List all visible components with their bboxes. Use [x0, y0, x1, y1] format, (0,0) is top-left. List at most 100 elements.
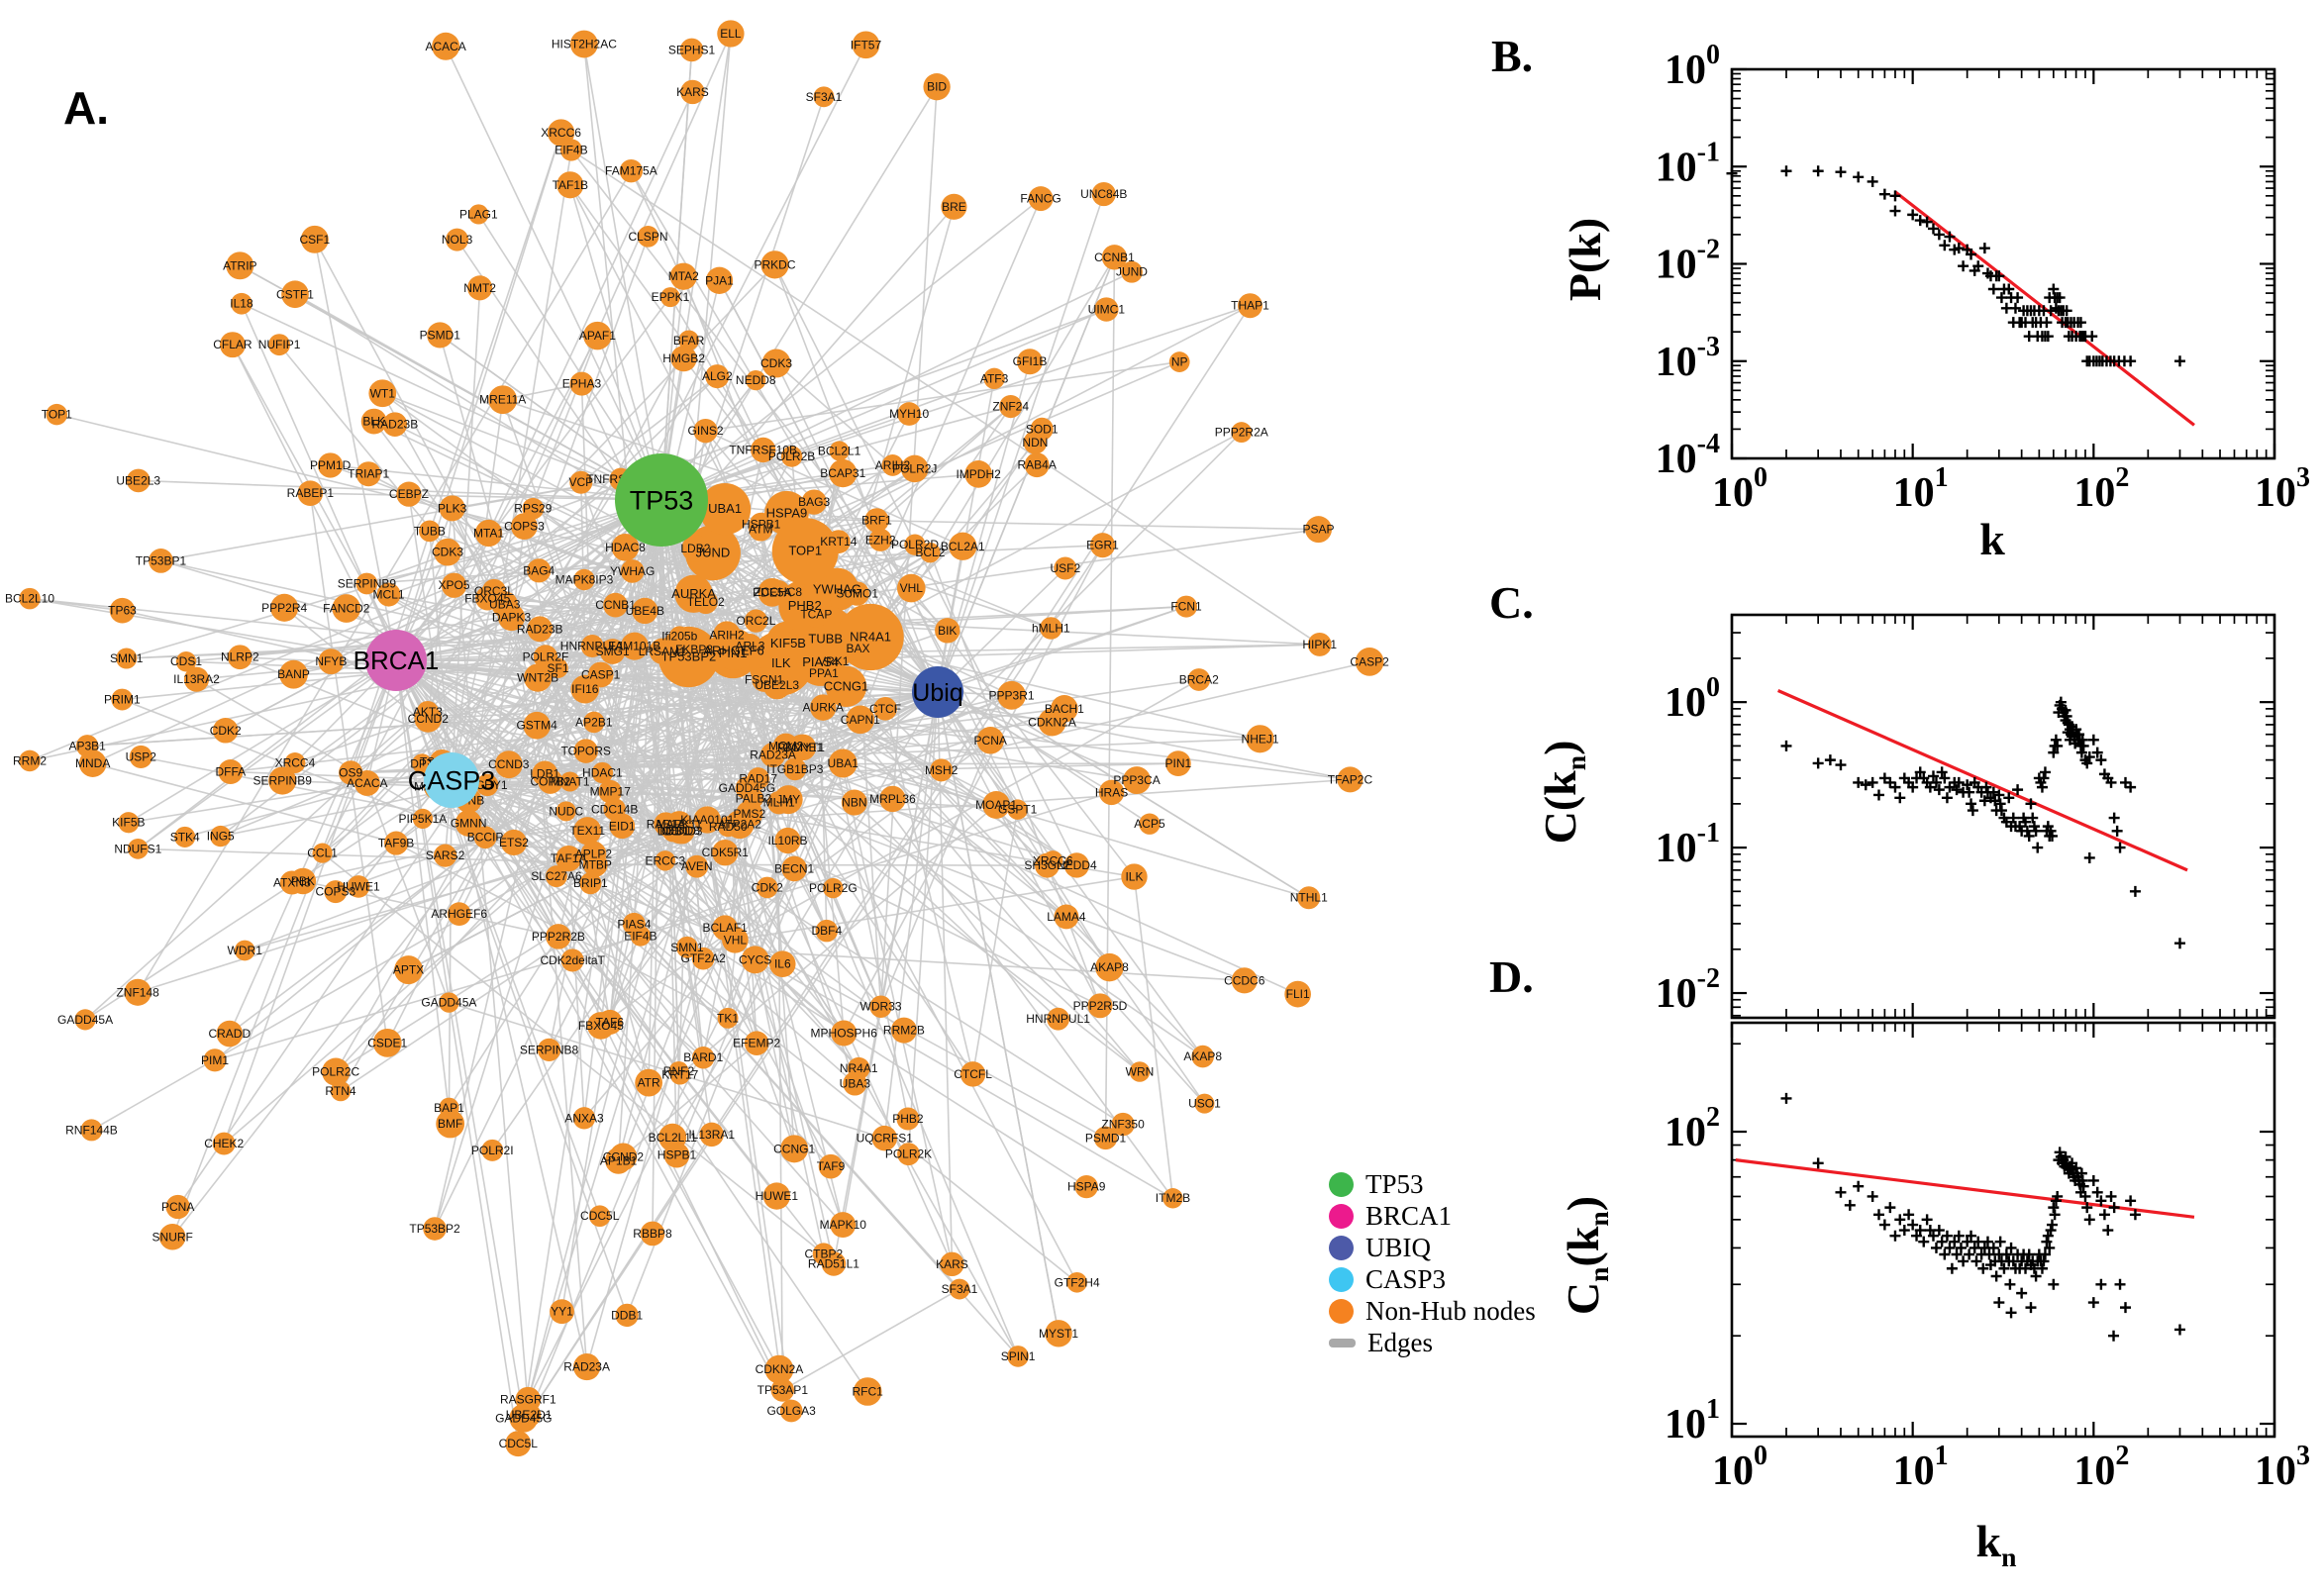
network-edge — [592, 852, 856, 1085]
network-node-label: APTX — [393, 963, 424, 977]
data-point-plus — [1812, 1157, 1824, 1169]
data-point-plus — [2032, 842, 2044, 853]
data-point-plus — [1967, 805, 1978, 817]
network-edge — [678, 824, 795, 1149]
network-node-label: PIM1 — [201, 1053, 229, 1067]
network-node — [1040, 617, 1062, 640]
network-node-label: CAPN1 — [841, 713, 880, 727]
x-tick-label: 103 — [2255, 1441, 2310, 1494]
network-node — [810, 694, 837, 721]
network-node-label: TOPORS — [560, 745, 610, 758]
network-edge — [408, 830, 674, 971]
network-node-label: WNT2B — [517, 671, 558, 685]
network-node-label: VHL — [724, 933, 748, 947]
network-node — [1066, 1271, 1087, 1293]
data-point-plus — [1872, 789, 1884, 801]
network-edge — [583, 939, 736, 1119]
network-node — [523, 711, 551, 740]
network-node — [439, 992, 459, 1013]
network-node — [923, 73, 951, 101]
network-edge — [775, 362, 894, 466]
network-node — [603, 798, 626, 821]
network-node — [935, 618, 960, 644]
network-node-label: PBK — [291, 874, 315, 888]
network-node-label: MNDA — [75, 756, 110, 770]
network-node-label: SUMO1 — [836, 587, 878, 601]
network-node-label: EIF4B — [624, 929, 656, 943]
network-edge — [395, 659, 520, 1445]
network-node — [281, 280, 309, 309]
data-point-plus — [1867, 1190, 1878, 1202]
network-node — [354, 769, 380, 796]
data-point-plus — [2111, 825, 2123, 837]
network-node-label: SF3A1 — [806, 90, 843, 104]
network-edge — [449, 1001, 885, 1140]
network-node-label: NUFIP1 — [258, 338, 301, 351]
network-node — [774, 827, 801, 854]
network-node — [1187, 668, 1211, 691]
data-point-plus — [2009, 302, 2021, 314]
data-point-plus — [1878, 1219, 1890, 1231]
data-point-plus — [1939, 1248, 1951, 1260]
network-node — [773, 785, 803, 815]
network-node — [396, 481, 422, 507]
network-edge — [781, 1288, 960, 1391]
plot-D-x-axis-label: kn — [1975, 1516, 2017, 1573]
network-node-label: POLR2I — [471, 1144, 514, 1157]
network-node — [897, 402, 922, 426]
network-node-label: RBBP8 — [633, 1227, 672, 1241]
network-edge — [937, 691, 1054, 861]
network-node-label: SH3GL2 — [1024, 858, 1069, 872]
network-node — [1174, 595, 1198, 618]
data-point-plus — [1889, 190, 1901, 202]
network-node — [573, 739, 598, 763]
network-node — [268, 334, 290, 356]
data-point-plus — [1860, 779, 1871, 791]
network-node — [1129, 1061, 1151, 1082]
scatter-points — [1780, 1092, 2185, 1342]
network-node — [747, 767, 769, 790]
network-node — [587, 661, 614, 688]
network-node — [597, 1009, 623, 1035]
network-node — [317, 452, 344, 478]
network-nodes — [19, 20, 1384, 1457]
network-node — [583, 321, 612, 350]
network-edge — [452, 507, 789, 842]
network-edge — [322, 851, 825, 1255]
network-node-label: XRCC6 — [1033, 853, 1073, 867]
network-node — [347, 875, 370, 898]
network-node-label: PJA1 — [705, 273, 734, 287]
network-edge — [705, 360, 1180, 432]
network-edge — [513, 677, 539, 844]
network-node — [573, 568, 595, 591]
network-node-label: RASGRF1 — [500, 1393, 556, 1407]
network-node-label: HMGB2 — [662, 351, 705, 365]
data-point-plus — [1726, 167, 1738, 179]
network-node — [670, 346, 697, 372]
network-node — [394, 955, 423, 985]
network-node — [1284, 980, 1311, 1008]
network-node-label: BECN1 — [774, 861, 814, 875]
network-node — [879, 785, 906, 813]
network-node — [219, 332, 246, 358]
network-node-label: NDN — [1022, 436, 1048, 449]
x-tick-label: 101 — [1893, 462, 1949, 516]
network-node-label: RAD50 — [709, 820, 748, 834]
network-node-label: NUDC — [549, 804, 583, 818]
network-node-label: MAPK10 — [820, 1218, 867, 1232]
network-node-label: PPP2R4 — [261, 601, 307, 615]
network-node-label: PIAS4 — [802, 654, 839, 669]
network-node-label: CTBP2 — [804, 1247, 843, 1261]
network-node — [1231, 422, 1253, 444]
data-point-plus — [1889, 1230, 1901, 1242]
network-node-label: XPO5 — [439, 578, 470, 592]
network-edge — [971, 809, 1019, 1075]
network-node-label: FBXO45 — [578, 1019, 624, 1033]
network-node — [1087, 993, 1113, 1019]
network-node — [1355, 647, 1384, 676]
network-node — [692, 1046, 715, 1069]
data-point-plus — [1812, 165, 1824, 177]
network-edge — [330, 464, 662, 501]
network-node-label: RFC1 — [853, 1385, 884, 1399]
